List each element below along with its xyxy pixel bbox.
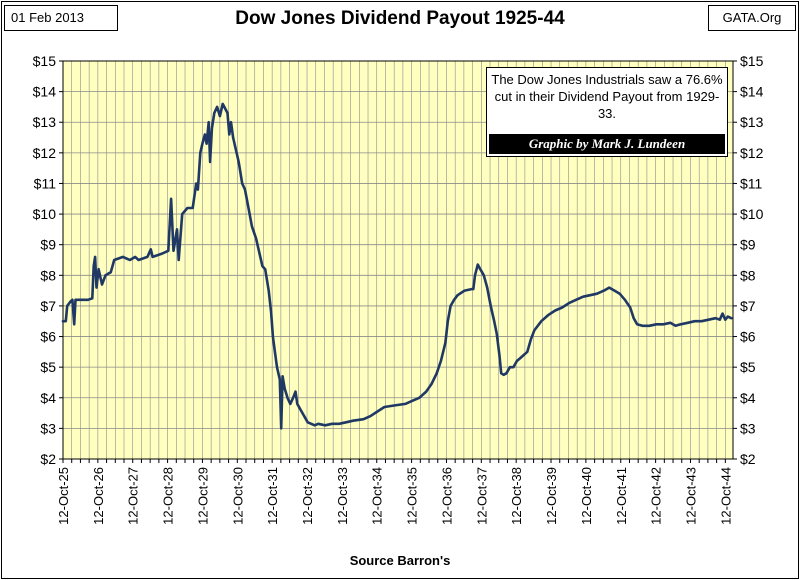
chart-title: Dow Jones Dividend Payout 1925-44: [235, 8, 565, 29]
x-tick-label: 12-Oct-35: [405, 467, 420, 525]
x-tick-label: 12-Oct-39: [544, 467, 559, 525]
y-tick-label-left: $11: [34, 175, 57, 191]
dividend-series-line: [61, 102, 733, 430]
y-tick-label-left: $10: [33, 206, 57, 222]
y-tick-label-left: $15: [33, 53, 57, 69]
y-tick-label-right: $14: [740, 84, 764, 100]
x-tick-label: 12-Oct-25: [56, 467, 71, 525]
x-tick-label: 12-Oct-29: [195, 467, 210, 525]
y-tick-label-right: $7: [740, 298, 756, 314]
x-tick-label: 12-Oct-40: [579, 467, 594, 525]
date-label: 01 Feb 2013: [4, 5, 118, 31]
y-tick-label-left: $7: [40, 298, 56, 314]
x-tick-label: 12-Oct-28: [161, 467, 176, 525]
x-tick-label: 12-Oct-41: [614, 467, 629, 525]
x-tick-label: 12-Oct-34: [370, 467, 385, 525]
site-label: GATA.Org: [708, 5, 796, 31]
y-tick-label-left: $12: [33, 145, 57, 161]
x-tick-label: 12-Oct-27: [126, 467, 141, 525]
y-tick-label-left: $2: [40, 451, 56, 467]
x-tick-label: 12-Oct-32: [300, 467, 315, 525]
y-tick-label-left: $4: [40, 390, 56, 406]
y-tick-label-right: $5: [740, 359, 756, 375]
y-tick-label-right: $15: [740, 53, 764, 69]
y-tick-label-right: $11: [740, 175, 763, 191]
y-tick-label-left: $3: [40, 420, 56, 436]
y-tick-label-right: $9: [740, 237, 756, 253]
y-tick-label-left: $6: [40, 329, 56, 345]
y-tick-label-left: $8: [40, 267, 56, 283]
x-axis-label: Source Barron's: [349, 553, 451, 568]
y-tick-label-left: $9: [40, 237, 56, 253]
x-tick-label: 12-Oct-37: [474, 467, 489, 525]
y-tick-label-right: $3: [740, 420, 756, 436]
x-tick-label: 12-Oct-42: [649, 467, 664, 525]
y-tick-label-right: $10: [740, 206, 764, 222]
x-tick-label: 12-Oct-36: [439, 467, 454, 525]
x-tick-label: 12-Oct-30: [230, 467, 245, 525]
y-tick-label-right: $13: [740, 114, 764, 130]
y-tick-label-right: $12: [740, 145, 764, 161]
plot-border: [62, 60, 734, 460]
y-tick-label-left: $13: [33, 114, 57, 130]
x-tick-label: 12-Oct-26: [91, 467, 106, 525]
x-tick-label: 12-Oct-44: [718, 467, 733, 525]
y-tick-label-right: $8: [740, 267, 756, 283]
annotation-box: The Dow Jones Industrials saw a 76.6% cu…: [486, 67, 728, 157]
y-tick-label-right: $4: [740, 390, 756, 406]
x-tick-label: 12-Oct-38: [509, 467, 524, 525]
x-tick-label: 12-Oct-31: [265, 467, 280, 525]
y-tick-label-right: $2: [740, 451, 756, 467]
y-tick-label-left: $14: [33, 84, 57, 100]
credit-label: Graphic by Mark J. Lundeen: [489, 134, 725, 154]
annotation-text: The Dow Jones Industrials saw a 76.6% cu…: [491, 72, 723, 121]
y-tick-label-left: $5: [40, 359, 56, 375]
x-tick-label: 12-Oct-33: [335, 467, 350, 525]
x-tick-label: 12-Oct-43: [683, 467, 698, 525]
y-tick-label-right: $6: [740, 329, 756, 345]
